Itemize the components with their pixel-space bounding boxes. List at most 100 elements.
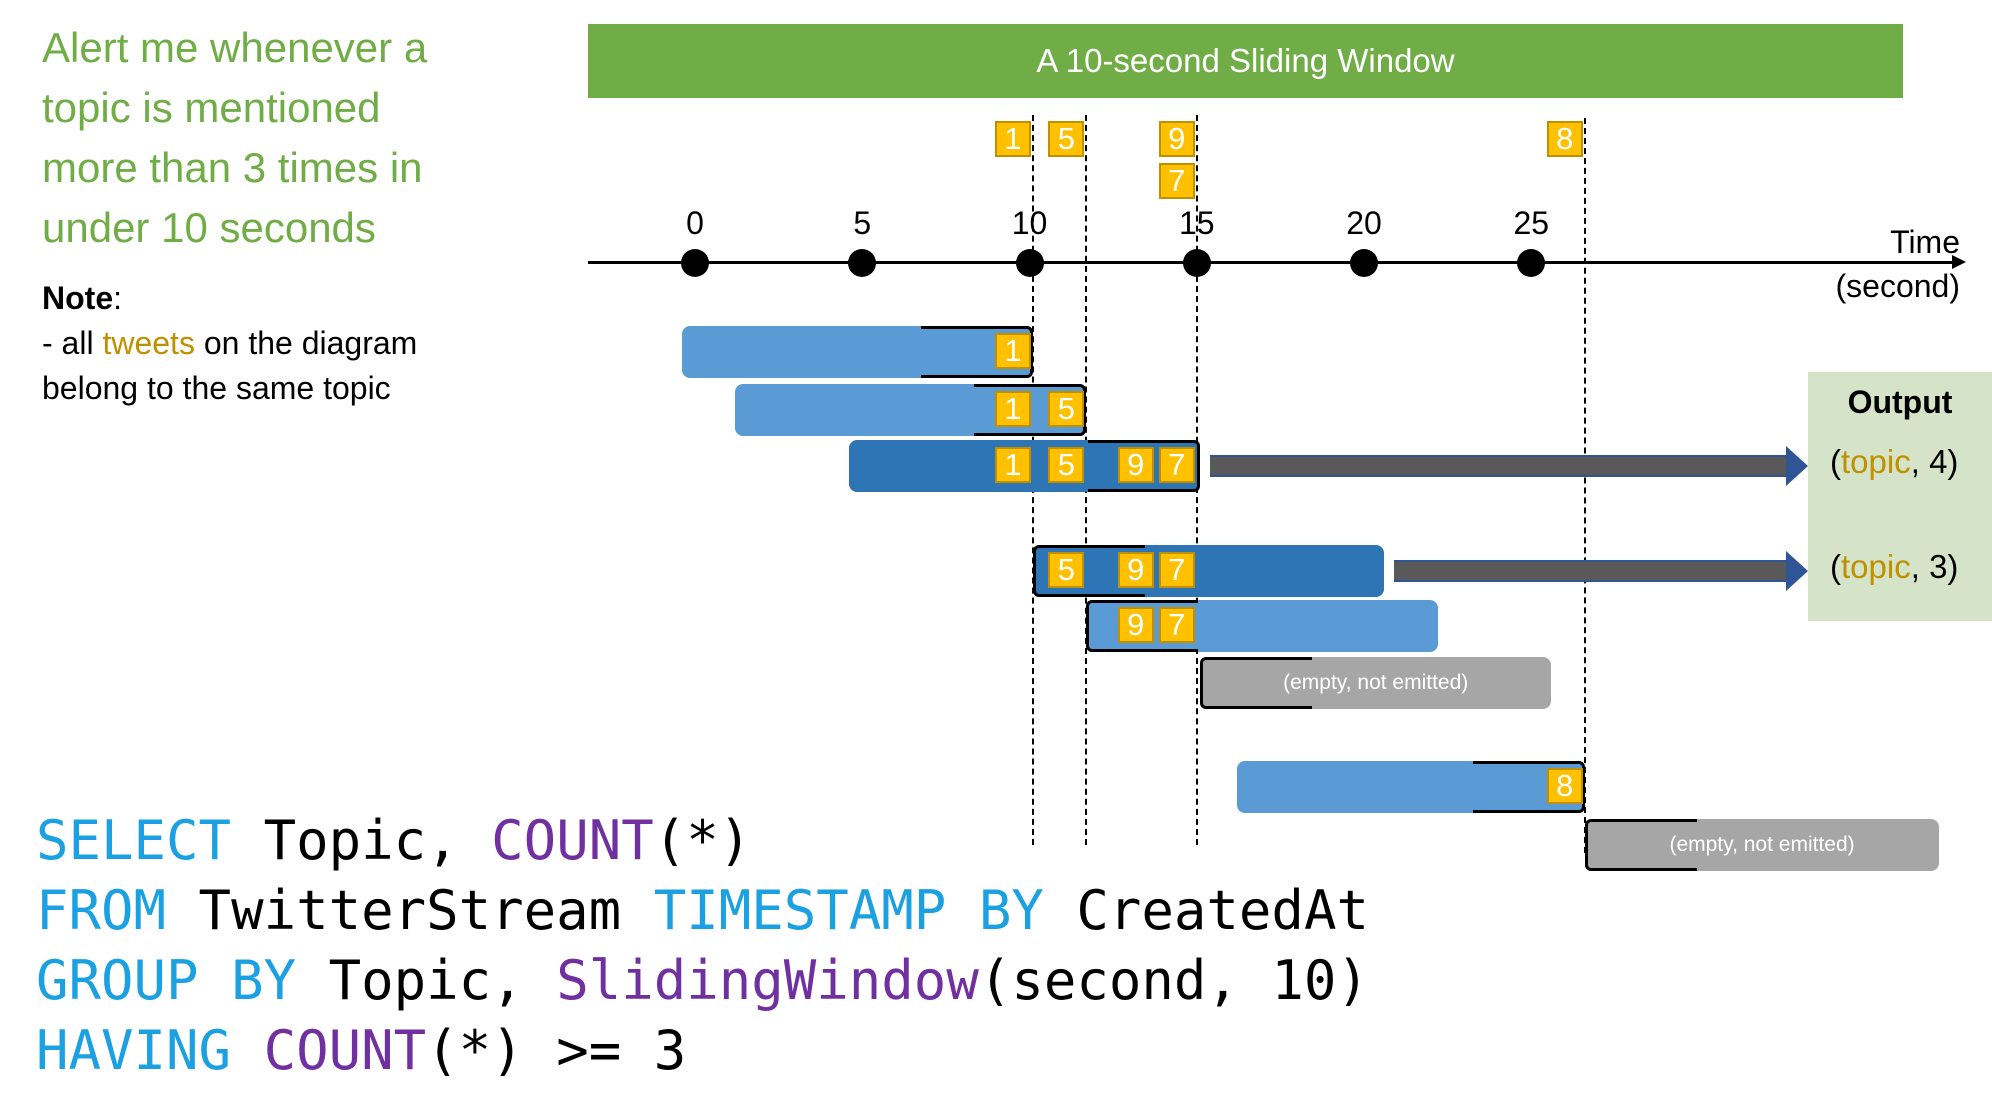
axis-tick-label: 5	[853, 205, 872, 241]
note-text: belong to the same topic	[42, 370, 391, 406]
window-edge-bracket	[1584, 819, 1697, 871]
note-text: on the diagram	[194, 325, 418, 361]
empty-window-bar: (empty, not emitted)	[1200, 657, 1552, 709]
sql-keyword: FROM	[36, 879, 167, 942]
empty-window-bar: (empty, not emitted)	[1584, 819, 1940, 871]
tweet-in-window: 5	[1048, 447, 1085, 483]
axis-tick-label: 25	[1513, 205, 1550, 241]
sql-line: HAVING COUNT(*) >= 3	[36, 1016, 1369, 1086]
window-edge-bracket	[920, 326, 1033, 378]
output-row: (topic, 4)	[1830, 443, 1958, 481]
tweet-in-window: 5	[1048, 552, 1085, 588]
sql-text: (second, 10)	[978, 949, 1369, 1012]
axis-tick-dot	[1517, 249, 1546, 277]
tweet-marker: 1	[994, 121, 1031, 157]
axis-tick-label: 0	[686, 205, 704, 241]
axis-tick-label: 10	[1011, 205, 1048, 241]
tweet-in-window: 1	[994, 391, 1031, 427]
headline-line: topic is mentioned	[42, 84, 381, 131]
window-edge-bracket	[1086, 600, 1199, 652]
output-count: 4	[1929, 443, 1948, 480]
axis-title: Time	[1890, 224, 1960, 260]
headline-line: Alert me whenever a	[42, 24, 428, 71]
window-bar	[1032, 545, 1385, 597]
sql-keyword: TIMESTAMP BY	[653, 879, 1044, 942]
axis-tick-label: 20	[1346, 205, 1382, 241]
axis-label: Time (second)	[1810, 220, 1961, 308]
time-axis	[588, 261, 1958, 264]
tweet-in-window: 9	[1117, 607, 1154, 643]
tweet-marker: 8	[1546, 121, 1583, 157]
sql-function: SlidingWindow	[556, 949, 979, 1012]
sql-keyword: HAVING	[36, 1019, 232, 1082]
sql-function: COUNT	[263, 1019, 427, 1082]
tweet-in-window: 1	[994, 333, 1031, 369]
sql-keyword: SELECT	[36, 809, 232, 872]
window-bar	[681, 326, 1033, 378]
output-key: topic	[1841, 548, 1911, 585]
sql-text: (*) >= 3	[426, 1019, 687, 1082]
window-edge-bracket	[1472, 761, 1585, 813]
output-open: (	[1830, 548, 1841, 585]
sql-text: Topic,	[296, 949, 557, 1012]
axis-tick-dot	[1015, 249, 1044, 277]
sql-query: SELECT Topic, COUNT(*) FROM TwitterStream…	[36, 806, 1369, 1086]
tweet-in-window: 1	[994, 447, 1031, 483]
window-edge-bracket	[1088, 440, 1201, 492]
sql-keyword: GROUP BY	[36, 949, 297, 1012]
output-arrow	[1394, 560, 1786, 582]
event-time-line	[1583, 118, 1586, 853]
output-sep: ,	[1910, 443, 1930, 480]
sql-line: GROUP BY Topic, SlidingWindow(second, 10…	[36, 946, 1369, 1016]
sql-text: Topic,	[231, 809, 492, 872]
tweet-in-window: 9	[1117, 552, 1154, 588]
window-edge-bracket	[974, 384, 1087, 436]
tweet-in-window: 8	[1546, 768, 1583, 804]
window-bar	[1236, 761, 1585, 813]
headline-line: under 10 seconds	[42, 204, 376, 251]
sql-line: FROM TwitterStream TIMESTAMP BY CreatedA…	[36, 876, 1369, 946]
axis-tick-dot	[681, 249, 709, 277]
output-row: (topic, 3)	[1830, 548, 1958, 586]
banner-title: A 10-second Sliding Window	[588, 24, 1903, 98]
tweet-in-window: 7	[1158, 447, 1195, 483]
tweet-in-window: 5	[1048, 391, 1085, 427]
note-highlight: tweets	[102, 325, 195, 361]
sql-line: SELECT Topic, COUNT(*)	[36, 806, 1369, 876]
sql-text: TwitterStream	[166, 879, 654, 942]
tweet-in-window: 9	[1117, 447, 1154, 483]
output-close: )	[1947, 548, 1959, 585]
note-colon: :	[113, 280, 122, 316]
sql-text: CreatedAt	[1043, 879, 1369, 942]
tweet-marker: 7	[1158, 163, 1195, 199]
sql-function: COUNT	[491, 809, 654, 872]
sql-text: (*)	[653, 809, 752, 872]
tweet-marker: 9	[1158, 121, 1195, 157]
window-edge-bracket	[1032, 545, 1145, 597]
note-label: Note	[42, 280, 114, 316]
output-panel	[1808, 372, 1992, 621]
sql-text	[231, 1019, 264, 1082]
output-sep: ,	[1910, 548, 1930, 585]
output-title: Output	[1847, 384, 1953, 420]
axis-tick-dot	[848, 249, 877, 277]
axis-arrowhead	[1952, 255, 1966, 269]
axis-unit: (second)	[1835, 268, 1961, 304]
note-text: - all	[42, 325, 103, 361]
axis-tick-dot	[1350, 249, 1378, 277]
note: Note: - all tweets on the diagram belong…	[42, 276, 417, 411]
output-key: topic	[1841, 443, 1911, 480]
output-open: (	[1830, 443, 1841, 480]
output-arrowhead	[1786, 446, 1808, 486]
window-edge-bracket	[1200, 657, 1313, 709]
tweet-in-window: 7	[1158, 552, 1195, 588]
tweet-marker: 5	[1048, 121, 1085, 157]
output-close: )	[1947, 443, 1959, 480]
output-count: 3	[1929, 548, 1948, 585]
output-arrow	[1210, 455, 1786, 477]
headline: Alert me whenever a topic is mentioned m…	[42, 18, 427, 258]
output-arrowhead	[1786, 551, 1808, 591]
headline-line: more than 3 times in	[42, 144, 423, 191]
tweet-in-window: 7	[1158, 607, 1195, 643]
